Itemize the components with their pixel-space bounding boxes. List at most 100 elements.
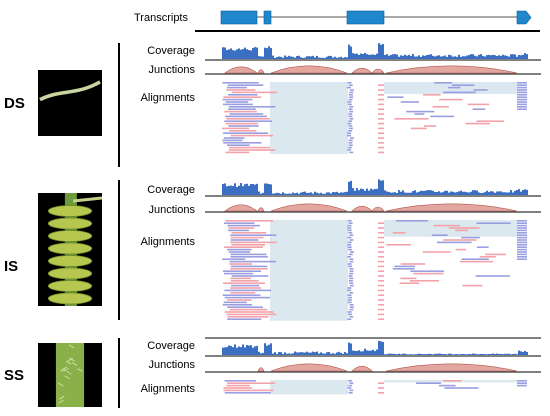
ss-coverage-bar — [306, 351, 308, 355]
ds-alignment-read — [222, 127, 250, 130]
ds-alignment-read — [465, 122, 490, 125]
ds-alignment-read — [517, 82, 527, 84]
ss-coverage-bar — [332, 353, 334, 355]
is-alignment-read — [378, 236, 384, 239]
is-junction-arc — [270, 203, 348, 212]
ds-coverage-bar — [246, 49, 248, 59]
ds-alignment-read — [347, 134, 352, 137]
ds-coverage-bar — [494, 55, 496, 59]
ds-alignment-read — [349, 110, 354, 113]
ds-coverage-bar — [366, 54, 368, 59]
ss-alignment-read — [348, 392, 353, 394]
ds-alignment-read — [347, 149, 352, 151]
is-coverage-bar — [378, 179, 380, 195]
ss-alignment-read — [378, 387, 384, 389]
ds-alignment-read — [348, 94, 353, 96]
is-coverage-bar — [402, 190, 404, 195]
ss-alignment-read — [416, 382, 442, 384]
ss-alignment-read — [517, 382, 527, 384]
ds-coverage-bar — [340, 56, 342, 59]
ds-coverage-bar — [378, 43, 380, 59]
ds-alignment-read — [517, 94, 527, 96]
ss-coverage-bar — [438, 353, 440, 355]
is-junction-arc — [371, 206, 385, 212]
is-alignment-read — [229, 260, 276, 263]
ss-coverage-bar — [358, 350, 360, 355]
is-coverage-label: Coverage — [147, 184, 195, 196]
ds-alignment-read — [222, 98, 253, 101]
ds-alignment-read — [349, 96, 354, 98]
ds-coverage-bar — [512, 54, 514, 59]
ds-alignment-read — [517, 108, 527, 110]
ds-alignment-read — [347, 122, 352, 125]
ds-coverage-bar — [394, 54, 396, 59]
is-coverage-bar — [282, 192, 284, 195]
is-junction-arc — [224, 204, 258, 212]
is-coverage-bar — [266, 183, 268, 195]
is-alignment-read — [517, 236, 527, 239]
ss-coverage-bar — [486, 354, 488, 355]
ss-coverage-bar — [360, 351, 362, 355]
ds-alignment-read — [394, 118, 429, 120]
ss-coverage-bar — [434, 353, 436, 355]
ds-coverage-bar — [230, 48, 232, 59]
ss-coverage-bar — [258, 351, 260, 355]
ss-alignment-read — [223, 387, 252, 389]
ss-junction-arc — [257, 367, 265, 372]
is-alignment-read — [227, 248, 252, 251]
ds-coverage-bar — [488, 54, 490, 59]
is-coverage-bar — [330, 193, 332, 195]
is-alignment-read — [422, 251, 451, 253]
ss-coverage-bar — [350, 343, 352, 355]
ss-alignment-read — [224, 392, 271, 394]
ss-junction-arc — [270, 363, 348, 372]
ds-coverage-bar — [308, 56, 310, 59]
is-coverage-bar — [450, 191, 452, 195]
photo-ss-hair — [63, 368, 69, 372]
ds-coverage-bar — [408, 54, 410, 59]
photo-ss-hair — [68, 344, 75, 349]
ds-coverage-bar — [316, 55, 318, 59]
is-coverage-bar — [230, 185, 232, 195]
is-alignment-read — [347, 287, 352, 289]
ds-coverage-bar — [290, 56, 292, 59]
ds-coverage-bar — [384, 54, 386, 59]
ds-coverage-bar — [240, 49, 242, 59]
ss-coverage-bar — [520, 351, 522, 355]
is-alignment-read — [455, 229, 468, 232]
photo-ss-hair — [58, 382, 64, 387]
ds-coverage-bar — [510, 54, 512, 59]
photo-ss-hair — [66, 370, 72, 375]
ds-coverage-bar — [440, 56, 442, 59]
is-coverage-bar — [380, 180, 382, 195]
ds-coverage-bar — [360, 53, 362, 59]
ds-alignment-read — [517, 84, 527, 86]
is-alignment-read — [347, 220, 352, 222]
ds-alignment-read — [223, 103, 253, 106]
is-coverage-bar — [434, 191, 436, 195]
ds-coverage-bar — [344, 57, 346, 59]
is-coverage-bar — [222, 183, 224, 195]
ss-coverage-bar — [390, 353, 392, 355]
is-coverage-bar — [240, 183, 242, 195]
ds-alignment-read — [378, 94, 384, 96]
ds-coverage-bar — [424, 55, 426, 59]
is-coverage-bar — [324, 193, 326, 195]
ds-alignment-read — [222, 139, 243, 142]
is-coverage-bar — [472, 190, 474, 195]
ds-coverage-bar — [260, 56, 262, 59]
is-alignment-read — [347, 301, 352, 304]
ss-alignment-read — [348, 380, 353, 382]
ds-coverage-bar — [328, 55, 330, 59]
ss-coverage-bar — [512, 354, 514, 355]
is-coverage-bar — [290, 193, 292, 195]
ds-alignment-read — [227, 84, 264, 86]
is-alignment-read — [347, 256, 352, 258]
ss-coverage-bar — [442, 354, 444, 355]
ss-coverage-bar — [300, 352, 302, 355]
is-alignment-read — [224, 289, 272, 292]
ds-alignment-read — [349, 106, 354, 108]
ds-coverage-bar — [256, 47, 258, 59]
is-alignment-read — [517, 256, 527, 258]
ss-alignment-read — [438, 384, 456, 387]
